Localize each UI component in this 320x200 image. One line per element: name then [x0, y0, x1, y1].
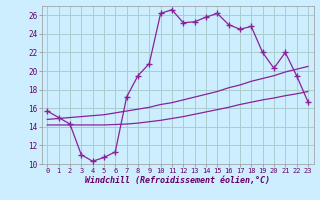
X-axis label: Windchill (Refroidissement éolien,°C): Windchill (Refroidissement éolien,°C)	[85, 176, 270, 185]
